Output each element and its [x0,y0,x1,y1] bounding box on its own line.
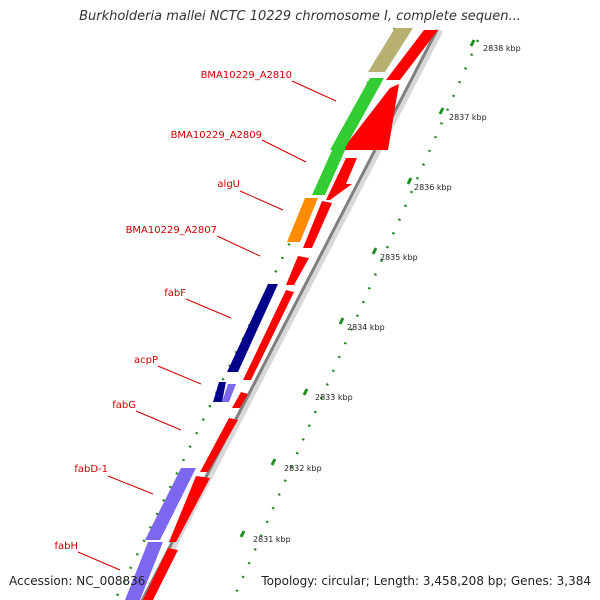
tick-label: 2838 kbp [483,44,521,53]
tick-label: 2831 kbp [253,535,291,544]
cds-feature[interactable] [232,392,248,408]
gene-label[interactable]: fabG [112,400,136,411]
feature-green[interactable] [330,78,384,150]
cds-feature[interactable] [143,548,178,600]
cds-feature[interactable] [386,30,438,80]
tick-mark [338,317,345,325]
cds-feature[interactable] [342,84,399,150]
cds-feature[interactable] [326,158,357,200]
feature-purple[interactable] [222,384,236,402]
gene-label[interactable]: algU [217,179,240,190]
tick-label: 2833 kbp [315,393,353,402]
feature-navy[interactable] [213,382,226,402]
map-title: Burkholderia mallei NCTC 10229 chromosom… [79,9,521,24]
feature-purple[interactable] [125,542,163,600]
tick-mark [438,107,445,115]
tick-mark [406,177,413,185]
gene-label[interactable]: BMA10229_A2809 [171,130,262,141]
feature-green[interactable] [312,148,346,195]
tick-mark [239,530,246,538]
tick-layer: 2838 kbp 2837 kbp 2836 kbp 2835 kbp 2834 kbp… [239,39,521,544]
gene-label-leader [135,410,182,431]
gene-label-leader [157,365,202,385]
tick-mark [270,458,277,466]
gene-label[interactable]: fabF [164,288,186,299]
gene-label-layer: BMA10229_A2810 BMA10229_A2809 algU BMA10229… [54,70,337,571]
gene-label[interactable]: acpP [134,355,158,366]
accession-text: Accession: NC_008836 [9,574,146,588]
cds-track-red [143,30,438,600]
tick-mark [469,39,476,47]
tick-label: 2834 kbp [347,323,385,332]
cds-feature[interactable] [200,418,238,472]
tick-label: 2835 kbp [380,253,418,262]
gene-label-leader [291,80,337,102]
feature-track-forward [125,28,413,600]
feature-orange[interactable] [287,198,318,242]
topology-text: Topology: circular; Length: 3,458,208 bp… [261,574,591,588]
gene-label-leader [77,551,121,571]
gene-label-leader [185,298,232,319]
gene-label[interactable]: BMA10229_A2807 [126,225,217,236]
cds-feature[interactable] [286,256,309,285]
feature-purple[interactable] [145,468,196,540]
gene-label[interactable]: fabD-1 [74,464,108,475]
gene-label-leader [107,475,154,495]
backbone [140,28,444,600]
tick-mark [302,388,309,396]
tick-label: 2837 kbp [449,113,487,122]
cds-feature[interactable] [303,201,332,248]
cds-feature[interactable] [169,476,210,542]
feature-navy[interactable] [227,284,278,372]
gene-label-leader [239,190,284,211]
gene-label-leader [216,235,261,257]
gene-label[interactable]: fabH [54,541,78,552]
gene-label-leader [261,139,307,163]
feature-khaki[interactable] [368,28,413,72]
tick-mark [371,247,378,255]
tick-label: 2836 kbp [414,183,452,192]
cds-feature[interactable] [243,290,294,380]
tick-label: 2832 kbp [284,464,322,473]
gene-label[interactable]: BMA10229_A2810 [201,70,292,81]
